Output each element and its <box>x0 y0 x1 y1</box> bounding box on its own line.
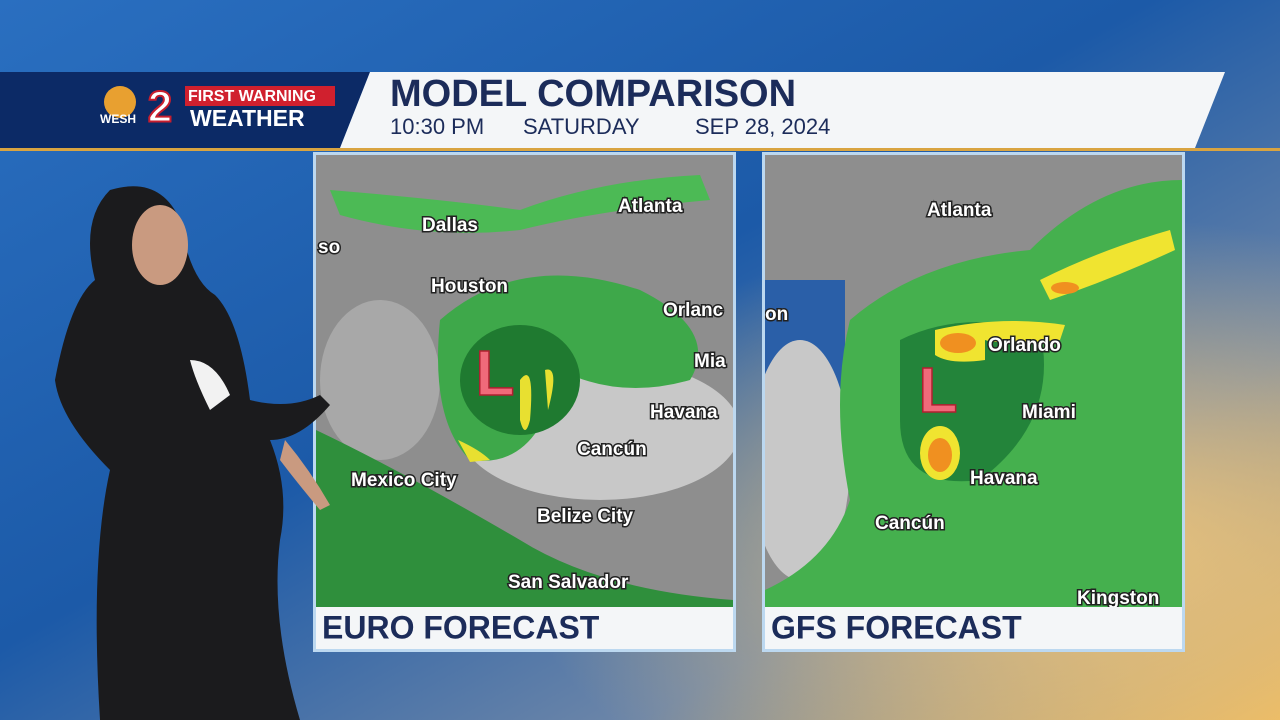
city-label: Kingston <box>1077 588 1159 609</box>
city-label: Mia <box>694 351 726 372</box>
header-rule <box>0 148 1280 151</box>
tag-band <box>185 86 335 106</box>
euro-panel: L so Dallas Atlanta Houston Orlanc Mia H… <box>313 152 736 652</box>
peacock-icon <box>104 86 136 118</box>
heavy-rain <box>458 369 554 462</box>
very-heavy-rain <box>1051 282 1079 294</box>
presenter <box>55 186 330 720</box>
logo-brand: WEATHER <box>190 105 305 131</box>
city-label: Houston <box>431 276 508 297</box>
face <box>132 205 188 285</box>
city-label: Atlanta <box>927 200 992 221</box>
very-heavy-rain <box>940 333 976 353</box>
cloud-area <box>320 300 440 460</box>
panel-caption: GFS FORECAST <box>771 609 1022 645</box>
channel-number: 2 <box>148 83 172 132</box>
city-label: so <box>318 237 340 258</box>
station-name: WESH <box>100 112 136 126</box>
header: WESH 2 FIRST WARNING WEATHER MODEL COMPA… <box>0 72 1280 151</box>
cloud-area <box>765 340 850 580</box>
heavy-rain <box>935 321 1065 362</box>
top <box>190 360 230 410</box>
date: SEP 28, 2024 <box>695 114 830 139</box>
logo-block <box>0 72 370 148</box>
city-label: Dallas <box>422 215 478 236</box>
panel-caption: EURO FORECAST <box>322 609 600 645</box>
time: 10:30 PM <box>390 114 484 139</box>
gfs-panel: L Atlanta on Orlando Miami Havana Cancún… <box>762 152 1185 652</box>
city-label: Miami <box>1022 402 1076 423</box>
figure <box>55 186 330 720</box>
city-label: Havana <box>650 402 718 423</box>
caption-bar <box>316 607 733 649</box>
low-marker: L <box>475 337 514 409</box>
very-heavy-rain <box>928 438 952 472</box>
city-label: Orlando <box>988 335 1061 356</box>
low-marker: L <box>918 354 957 426</box>
city-label: Havana <box>970 468 1038 489</box>
city-label: on <box>765 304 788 325</box>
city-label: Belize City <box>537 506 634 527</box>
day: SATURDAY <box>523 114 640 139</box>
title-bar <box>340 72 1225 148</box>
hand <box>280 440 330 510</box>
city-label: Cancún <box>577 439 647 460</box>
rain-band <box>330 175 710 233</box>
heavy-rain <box>1040 230 1175 300</box>
city-label: San Salvador <box>508 572 629 593</box>
caption-bar <box>765 607 1182 649</box>
city-label: Atlanta <box>618 196 683 217</box>
rain-area <box>316 430 733 607</box>
city-label: Mexico City <box>351 470 457 491</box>
city-label: Cancún <box>875 513 945 534</box>
title: MODEL COMPARISON <box>390 73 796 115</box>
city-label: Orlanc <box>663 300 724 321</box>
logo-tag: FIRST WARNING <box>188 88 316 105</box>
